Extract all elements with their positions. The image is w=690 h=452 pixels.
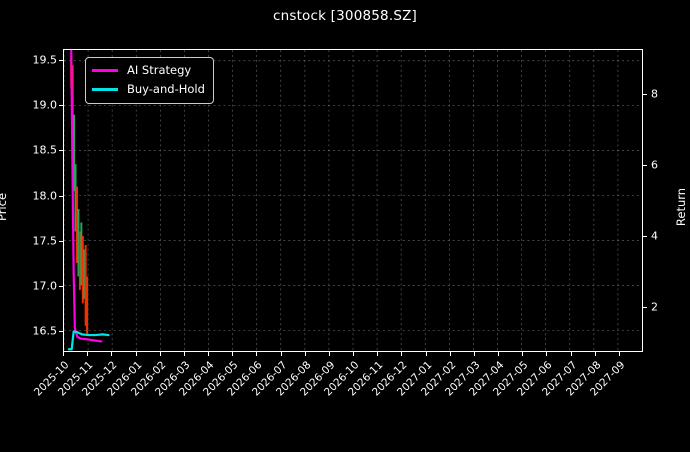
chart-figure: cnstock [300858.SZ] Price Return 16.5 17.… — [0, 8, 689, 399]
x-axis-tick-mark — [498, 352, 499, 356]
legend-item-label: AI Strategy — [127, 62, 192, 77]
y-axis-right-tick-mark — [643, 93, 647, 95]
candlestick-series — [70, 56, 89, 335]
x-axis-tick-mark — [594, 352, 596, 356]
x-axis-tick-mark — [570, 352, 572, 356]
x-axis-tick-mark — [280, 352, 282, 356]
y-axis-right-tick-mark — [643, 164, 647, 166]
legend-color-swatch — [92, 88, 118, 91]
grid-lines — [64, 50, 642, 351]
y-axis-left-tick-label: 17.0 — [32, 279, 58, 293]
legend-item-2[interactable]: Buy-and-Hold — [92, 81, 205, 98]
x-axis-tick-mark — [135, 352, 137, 356]
y-axis-left-tick-label: 19.5 — [32, 53, 58, 67]
y-axis-left-tick-label: 19.0 — [32, 98, 58, 112]
legend-item-label: Buy-and-Hold — [127, 81, 205, 96]
page-title: cnstock [300858.SZ] — [272, 8, 418, 24]
y-axis-left-tick-mark — [59, 331, 63, 333]
y-axis-right-tick-label: 8 — [651, 87, 658, 101]
y-axis-right-tick-mark — [643, 236, 647, 238]
x-axis-tick-mark — [159, 352, 161, 356]
x-axis-tick-mark — [546, 352, 548, 356]
y-axis-left-tick-mark — [59, 285, 63, 287]
data-series-layer — [67, 50, 110, 351]
legend-item-1[interactable]: AI Strategy — [92, 62, 205, 79]
x-axis-tick-mark — [208, 352, 209, 356]
y-axis-right-tick-label: 6 — [651, 158, 658, 172]
x-axis-tick-mark — [256, 352, 258, 356]
x-axis-tick-mark — [87, 352, 89, 356]
y-axis-left-tick-label: 18.0 — [32, 189, 58, 203]
chart-legend[interactable]: AI Strategy Buy-and-Hold — [85, 57, 214, 104]
y-axis-left-tick-mark — [59, 59, 63, 61]
x-axis-tick-mark — [522, 352, 524, 356]
x-axis-tick-mark — [449, 352, 451, 356]
y-axis-left-tick-mark — [59, 195, 63, 197]
legend-color-swatch — [92, 69, 118, 72]
x-axis-tick-mark — [304, 352, 306, 356]
y-axis-left-tick-label: 18.5 — [32, 143, 58, 157]
y-axis-left-tick-label: 16.5 — [32, 324, 58, 338]
y-axis-left-tick-mark — [59, 240, 63, 242]
x-axis-tick-mark — [111, 352, 113, 356]
y-axis-left-tick-mark — [59, 105, 63, 107]
series-2-line — [67, 330, 110, 351]
x-axis-tick-mark — [353, 352, 354, 356]
x-axis-tick-mark — [232, 352, 234, 356]
x-axis-tick-mark — [183, 352, 185, 356]
y-axis-right-tick-label: 2 — [651, 300, 658, 314]
x-axis-tick-mark — [425, 352, 427, 356]
y-axis-left-tick-mark — [59, 150, 63, 152]
y-axis-left-tick-label: 17.5 — [32, 234, 58, 248]
x-axis-tick-mark — [328, 352, 330, 356]
x-axis-tick-mark — [401, 352, 403, 356]
y-axis-label-right: Return — [674, 187, 689, 227]
x-axis-tick-mark — [473, 352, 475, 356]
x-axis-tick-mark — [618, 352, 620, 356]
y-axis-right-tick-mark — [643, 307, 647, 309]
x-axis-tick-mark — [63, 352, 64, 356]
x-axis-tick-mark — [377, 352, 379, 356]
y-axis-right-tick-label: 4 — [651, 229, 658, 243]
